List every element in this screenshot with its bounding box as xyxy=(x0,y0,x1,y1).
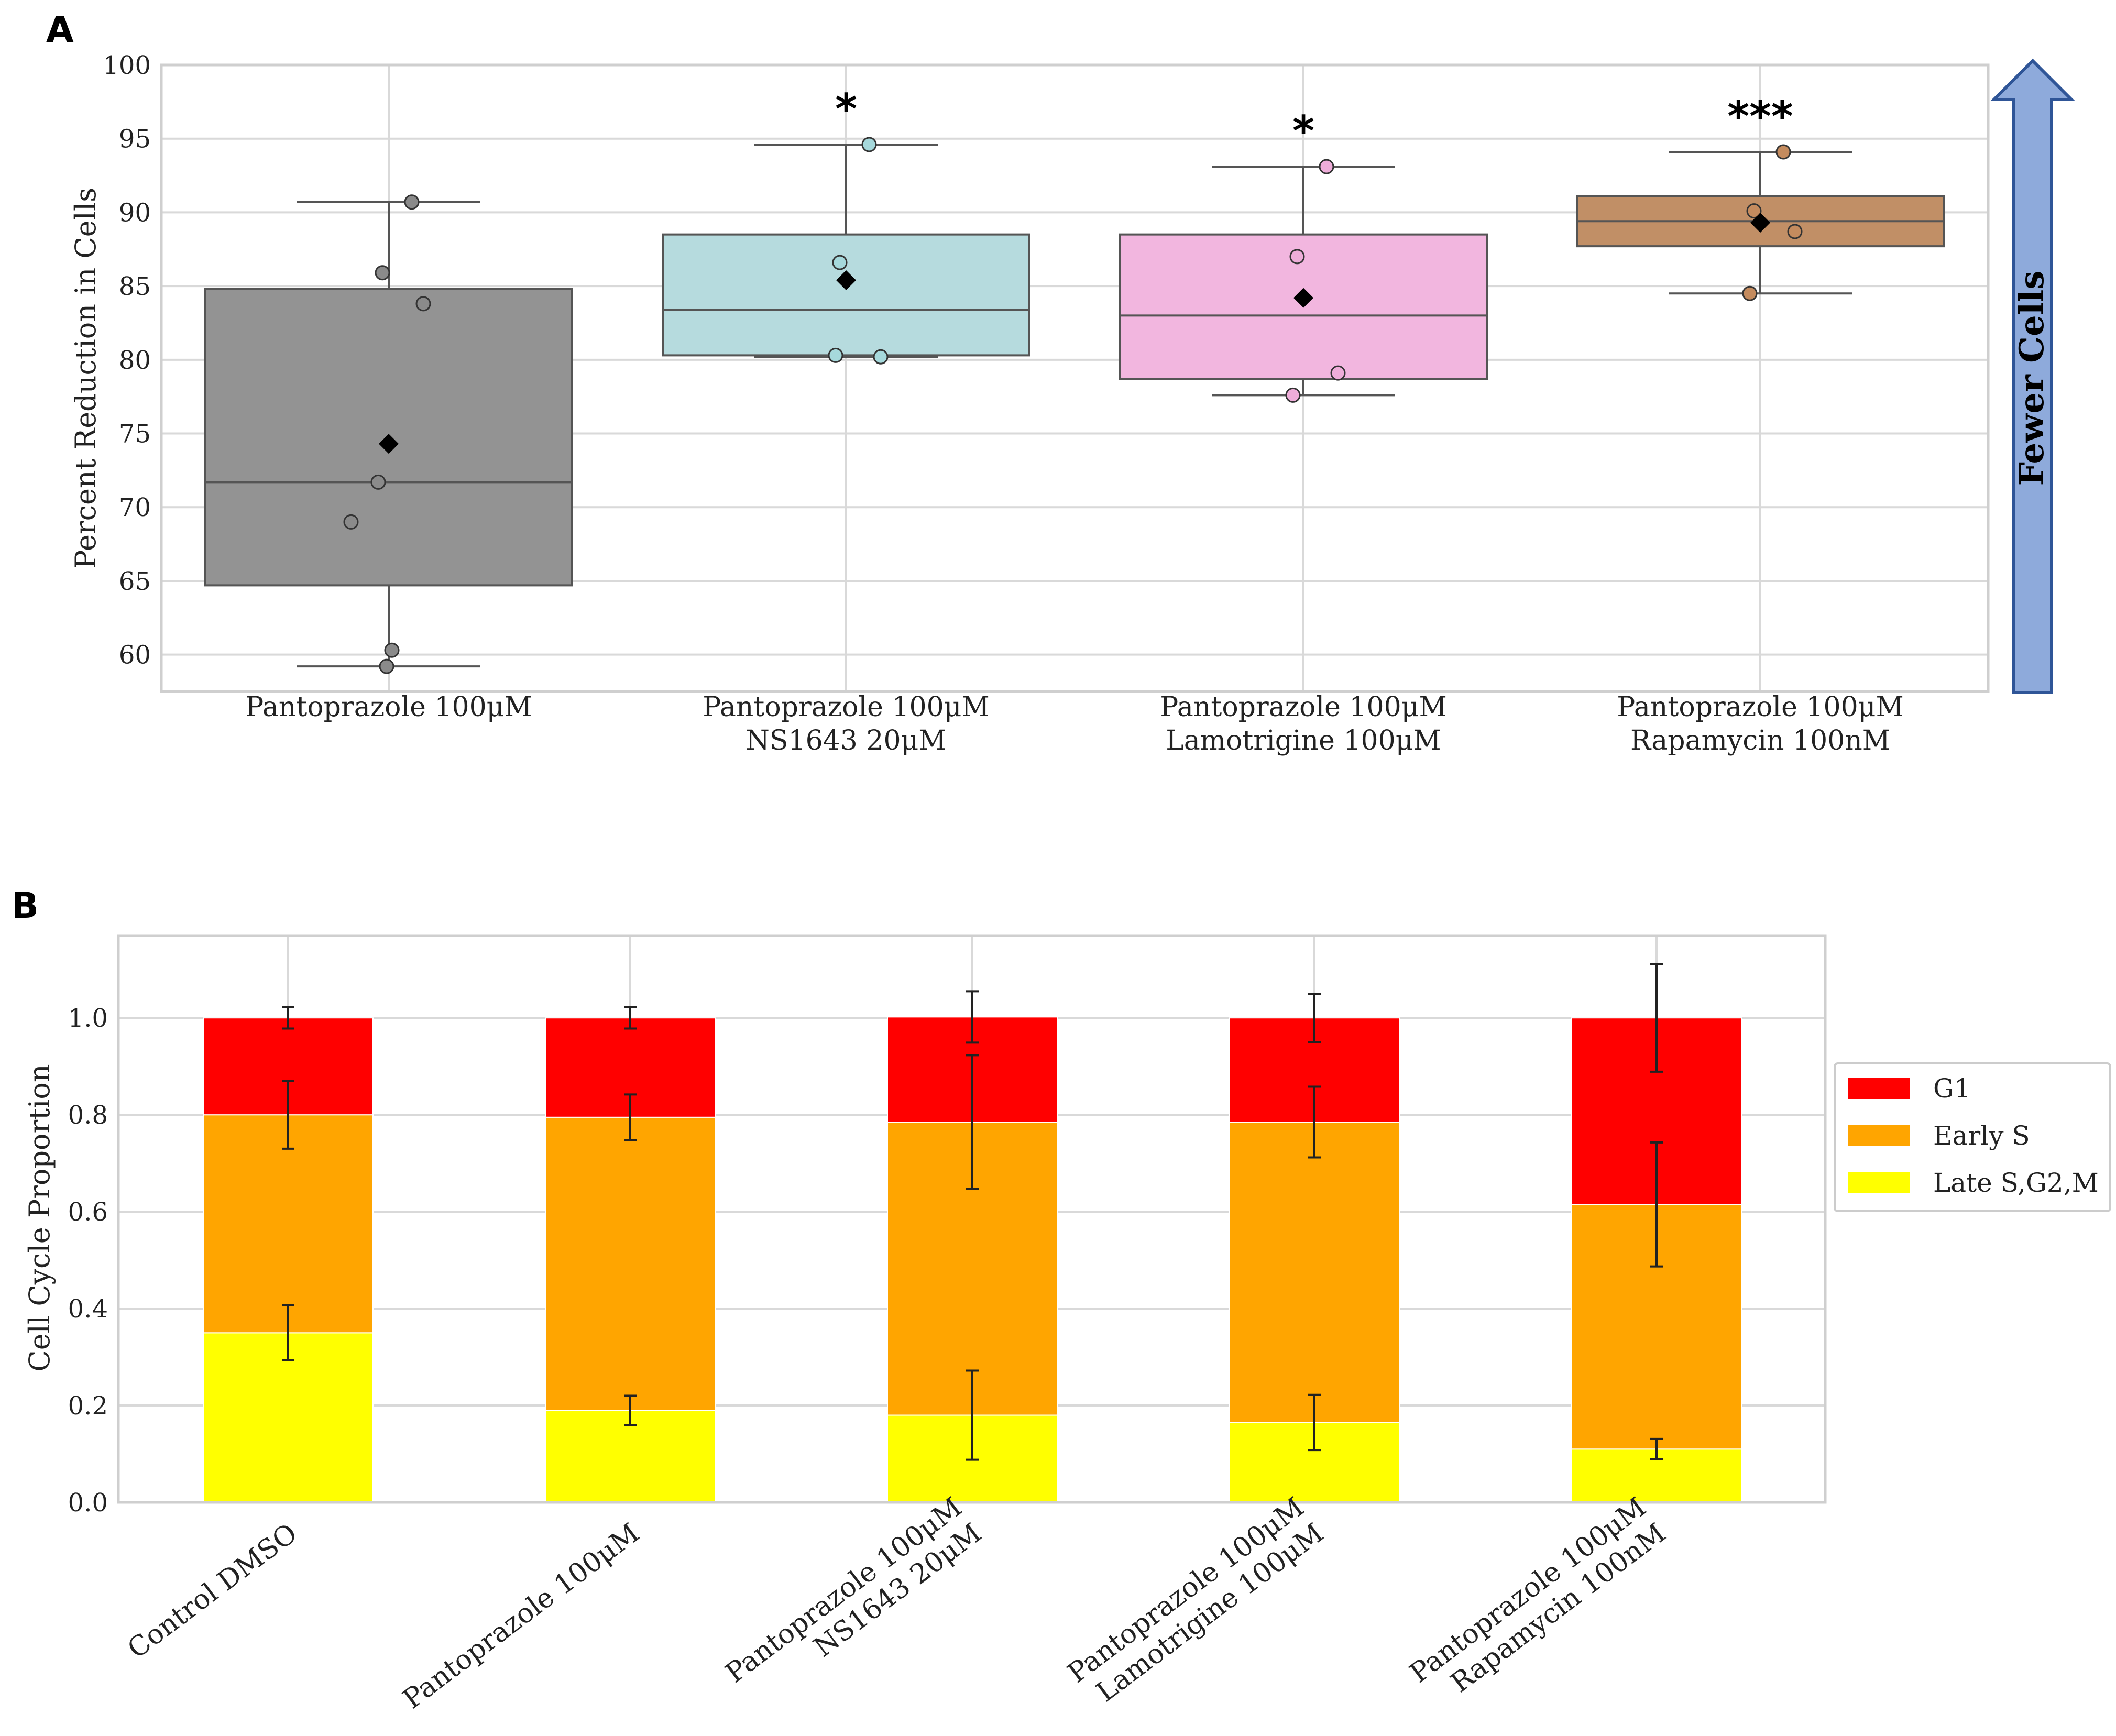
data-point xyxy=(1746,203,1762,219)
x-tick-label: Pantoprazole 100μM xyxy=(1160,691,1446,723)
panel-label-b: B xyxy=(12,885,39,927)
bar-segment xyxy=(545,1116,716,1411)
fewer-cells-arrow: Fewer Cells xyxy=(1990,58,2076,694)
legend-swatch xyxy=(1848,1078,1910,1099)
mean-marker xyxy=(1293,288,1313,308)
y-tick-label: 85 xyxy=(119,272,151,301)
box-group xyxy=(204,194,573,674)
data-point xyxy=(1787,224,1803,239)
legend-swatch xyxy=(1848,1172,1910,1193)
panel-b-error-bars xyxy=(282,963,1663,1461)
error-bar xyxy=(966,1054,979,1190)
y-tick-label: 90 xyxy=(119,198,151,227)
x-tick-label: NS1643 20μM xyxy=(745,725,946,756)
panel-b-legend: G1 Early S Late S,G2,M xyxy=(1834,1062,2111,1212)
significance-marker: *** xyxy=(1727,92,1793,141)
y-tick-label: 0.0 xyxy=(68,1488,108,1518)
y-tick-label: 1.0 xyxy=(68,1004,108,1033)
error-bar xyxy=(624,1006,637,1030)
data-point xyxy=(370,474,386,490)
data-point xyxy=(873,349,889,365)
up-arrow-icon xyxy=(1990,58,2076,694)
data-point xyxy=(1285,387,1301,403)
box-group: * xyxy=(1119,107,1488,403)
data-point xyxy=(1742,285,1758,301)
error-bar xyxy=(1308,1393,1321,1452)
y-tick-label: 65 xyxy=(119,567,151,596)
data-point xyxy=(832,255,848,270)
significance-marker: * xyxy=(835,85,857,134)
legend-label: G1 xyxy=(1933,1073,1971,1104)
data-point xyxy=(404,194,420,210)
y-tick-label: 0.2 xyxy=(68,1391,108,1421)
y-tick-label: 80 xyxy=(119,346,151,375)
error-bar xyxy=(1308,1085,1321,1159)
y-tick-label: 0.4 xyxy=(68,1294,108,1324)
error-bar xyxy=(1650,1141,1663,1268)
panel-a-y-axis-label: Percent Reduction in Cells xyxy=(69,188,102,569)
significance-marker: * xyxy=(1292,107,1314,156)
error-bar xyxy=(966,1369,979,1461)
box-group: * xyxy=(662,85,1030,365)
error-bar xyxy=(624,1093,637,1141)
legend-swatch xyxy=(1848,1125,1910,1146)
y-tick-label: 95 xyxy=(119,125,151,154)
x-tick-label: Pantoprazole 100μM xyxy=(703,691,989,723)
data-point xyxy=(828,347,843,363)
error-bar xyxy=(966,990,979,1044)
error-bar xyxy=(1650,963,1663,1073)
bar-segment xyxy=(1229,1122,1400,1423)
error-bar xyxy=(282,1006,294,1030)
data-point xyxy=(384,642,400,658)
panel-a-plot-frame xyxy=(160,63,1990,693)
y-tick-label: 75 xyxy=(119,420,151,449)
data-point xyxy=(375,265,390,281)
data-point xyxy=(343,514,359,530)
box-group: *** xyxy=(1576,92,1945,301)
y-tick-label: 0.8 xyxy=(68,1101,108,1130)
data-point xyxy=(415,296,431,312)
panel-b-y-ticks: 0.0 0.2 0.4 0.6 0.8 1.0 xyxy=(68,1004,108,1518)
panel-a-boxes: * * *** xyxy=(204,85,1945,674)
box xyxy=(662,233,1030,357)
error-bar xyxy=(1308,992,1321,1043)
x-tick-label: Lamotrigine 100μM xyxy=(1166,725,1441,756)
mean-marker xyxy=(379,434,399,454)
error-bar xyxy=(282,1304,294,1362)
data-point xyxy=(1330,365,1346,381)
y-tick-label: 60 xyxy=(119,641,151,670)
bar-segment xyxy=(203,1114,374,1334)
panel-a-y-ticks: 60 65 70 75 80 85 90 95 100 xyxy=(103,51,151,670)
panel-label-a: A xyxy=(46,9,74,51)
legend-label: Early S xyxy=(1933,1120,2030,1151)
data-point xyxy=(1289,249,1305,265)
legend-label: Late S,G2,M xyxy=(1933,1168,2099,1198)
data-point xyxy=(861,137,877,152)
x-tick-label: Rapamycin 100nM xyxy=(1630,725,1890,756)
x-tick-label: Pantoprazole 100μM xyxy=(1617,691,1903,723)
mean-marker xyxy=(1750,213,1770,233)
x-tick-label: Pantoprazole 100μM xyxy=(245,691,532,723)
y-tick-label: 0.6 xyxy=(68,1197,108,1227)
y-tick-label: 70 xyxy=(119,493,151,522)
data-point xyxy=(1775,144,1791,160)
data-point xyxy=(1319,159,1334,174)
panel-a-x-ticks: Pantoprazole 100μM Pantoprazole 100μMNS16… xyxy=(245,691,1903,756)
error-bar xyxy=(282,1080,294,1150)
mean-marker xyxy=(836,270,856,290)
data-point xyxy=(379,658,394,674)
panel-b-plot-frame xyxy=(117,934,1827,1504)
error-bar xyxy=(1650,1437,1663,1460)
error-bar xyxy=(624,1394,637,1426)
panel-b-y-axis-label: Cell Cycle Proportion xyxy=(23,1064,56,1371)
fewer-cells-label: Fewer Cells xyxy=(2012,271,2052,486)
y-tick-label: 100 xyxy=(103,51,151,80)
